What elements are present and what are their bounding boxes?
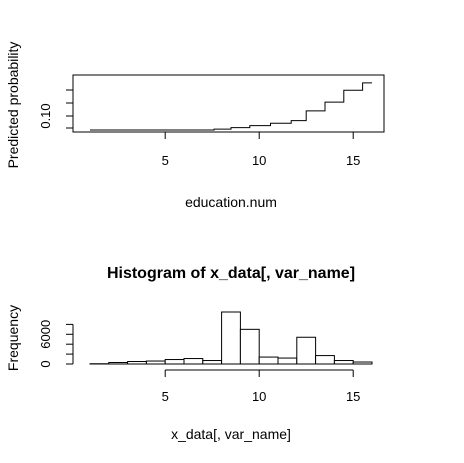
histogram-panel: Histogram of x_data[, var_name] 5 10 15 0 6… <box>5 265 373 442</box>
histogram-y-ticks: 0 6000 <box>38 320 74 368</box>
histogram-y-tick-label: 6000 <box>38 320 53 349</box>
probability-x-ticks: 5 10 15 <box>162 132 360 168</box>
histogram-bar <box>277 357 298 365</box>
histogram-bar <box>145 360 166 365</box>
histogram-y-label: Frequency <box>5 305 21 371</box>
histogram-bar <box>258 356 279 365</box>
probability-x-label: education.num <box>185 194 277 210</box>
histogram-bar <box>296 336 317 365</box>
probability-x-tick-label: 5 <box>162 153 169 168</box>
histogram-title: Histogram of x_data[, var_name] <box>107 265 355 282</box>
histogram-bar <box>164 359 185 365</box>
histogram-y-tick-label: 0 <box>38 360 53 367</box>
probability-step-line <box>90 82 372 131</box>
histogram-bar <box>221 311 241 365</box>
probability-y-tick-label: 0.10 <box>38 103 53 128</box>
probability-y-ticks: 0.10 <box>38 89 73 129</box>
histogram-x-ticks: 5 10 15 <box>162 369 360 404</box>
probability-y-label: Predicted probability <box>5 42 21 169</box>
probability-x-tick-label: 15 <box>346 153 360 168</box>
histogram-bar <box>352 361 373 365</box>
histogram-bar <box>183 358 204 365</box>
histogram-bar <box>315 355 335 365</box>
histogram-bars <box>89 311 373 365</box>
histogram-bar <box>239 328 260 365</box>
probability-x-tick-label: 10 <box>252 153 266 168</box>
histogram-x-tick-label: 10 <box>252 389 266 404</box>
histogram-bar <box>202 360 223 365</box>
histogram-bar <box>108 362 129 365</box>
histogram-x-label: x_data[, var_name] <box>171 426 291 442</box>
probability-plot-box <box>72 74 385 133</box>
histogram-bar <box>127 361 147 365</box>
histogram-x-tick-label: 15 <box>346 389 360 404</box>
probability-panel: 5 10 15 0.10 education.num Predicted proba… <box>5 42 385 210</box>
histogram-bar <box>333 360 354 365</box>
histogram-x-tick-label: 5 <box>162 389 169 404</box>
